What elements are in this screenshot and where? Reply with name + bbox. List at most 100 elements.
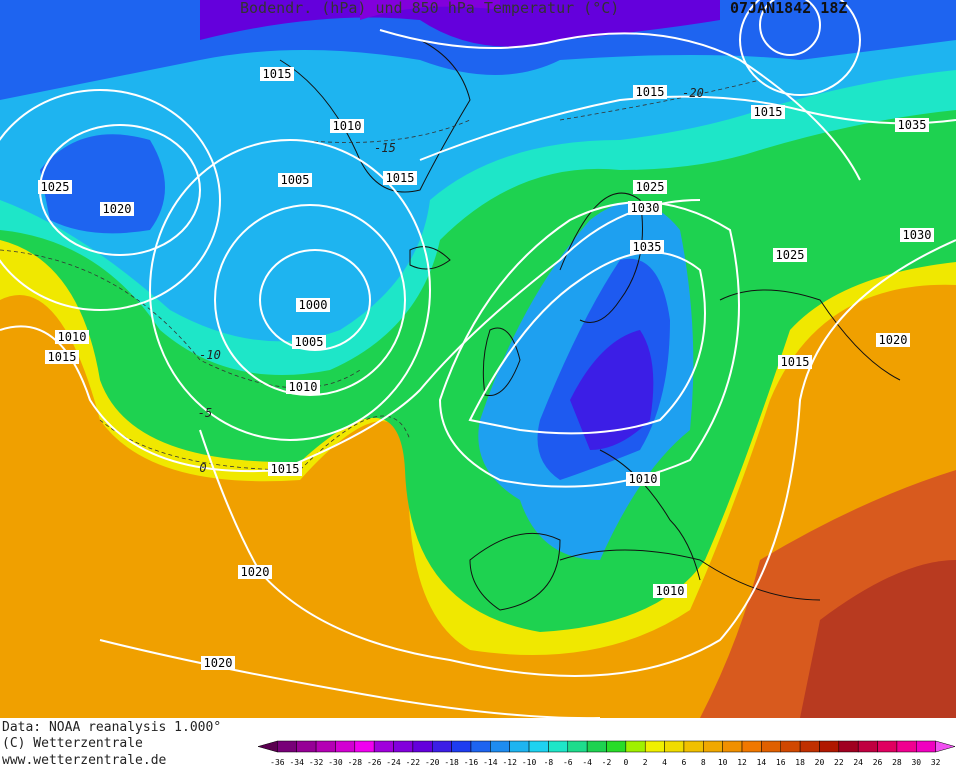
colorbar-label: -8: [544, 758, 554, 767]
colorbar-box: [838, 740, 859, 753]
colorbar-label: 32: [931, 758, 941, 767]
colorbar-label: 8: [701, 758, 706, 767]
colorbar-label: -4: [582, 758, 592, 767]
isobar-label: 1020: [879, 333, 908, 347]
isobar-label: 1015: [48, 350, 77, 364]
isobar-label: 1025: [776, 248, 805, 262]
colorbar-label: -20: [425, 758, 440, 767]
colorbar-box: [703, 740, 723, 753]
isobar-label: 1015: [754, 105, 783, 119]
isobar-label: 1000: [299, 298, 328, 312]
isobar-label-box: [653, 584, 687, 598]
map-title: Bodendr. (hPa) und 850 hPa Temperatur (°…: [240, 0, 619, 17]
colorbar-end: [935, 740, 956, 753]
isobar-label-box: [238, 565, 272, 579]
colorbar-label: -26: [367, 758, 382, 767]
map-date: 07JAN1842 18Z: [730, 0, 847, 17]
colorbar-label: -2: [602, 758, 612, 767]
isobar-label: 1015: [636, 85, 665, 99]
colorbar-box: [412, 740, 433, 753]
colorbar-box: [683, 740, 704, 753]
colorbar-label: -22: [406, 758, 421, 767]
isobar-label: 1025: [636, 180, 665, 194]
colorbar-label: -36: [270, 758, 285, 767]
colorbar-label: 26: [873, 758, 883, 767]
colorbar-box: [354, 740, 375, 753]
isobar-label: 1015: [386, 171, 415, 185]
colorbar-label: 10: [718, 758, 728, 767]
isobar-label-box: [633, 85, 667, 99]
isobar-label-box: [330, 119, 364, 133]
colorbar-box: [896, 740, 917, 753]
temperature-label: -10: [199, 348, 221, 362]
temperature-label: -20: [682, 86, 704, 100]
colorbar-box: [528, 740, 549, 753]
colorbar-label: 16: [776, 758, 786, 767]
colorbar-label: 28: [892, 758, 902, 767]
colorbar-label: 0: [623, 758, 628, 767]
isobar-label-box: [628, 201, 662, 215]
temperature-label: -5: [198, 406, 212, 420]
isobar-label: 1025: [41, 180, 70, 194]
isobar-label: 1020: [204, 656, 233, 670]
isobar-label: 1010: [289, 380, 318, 394]
temperature-contours: [0, 79, 761, 471]
colorbar-label: 30: [911, 758, 921, 767]
isobar-label-box: [633, 180, 667, 194]
isobar-label: 1010: [333, 119, 362, 133]
colorbar-box: [509, 740, 530, 753]
colorbar-box: [470, 740, 491, 753]
colorbar-box: [490, 740, 510, 753]
temperature-label: 0: [199, 461, 206, 475]
isobar-label-box: [278, 173, 312, 187]
colorbar-box: [722, 740, 743, 753]
isobar-label: 1035: [898, 118, 927, 132]
coastlines: [279, 39, 901, 611]
footer-url: www.wetterzentrale.de: [2, 753, 167, 768]
colorbar-label: 4: [662, 758, 667, 767]
colorbar-box: [373, 740, 394, 753]
isobar-label: 1010: [58, 330, 87, 344]
isobar-label: 1030: [631, 201, 660, 215]
map-field: [0, 0, 956, 718]
colorbar-box: [277, 740, 297, 753]
isobar-label-box: [201, 656, 235, 670]
colorbar-label: -14: [483, 758, 498, 767]
colorbar-label: -30: [328, 758, 343, 767]
colorbar-box: [451, 740, 472, 753]
isobar-label: 1005: [281, 173, 310, 187]
colorbar-label: 18: [795, 758, 805, 767]
isobar-label: 1010: [656, 584, 685, 598]
isobar-label-box: [876, 333, 910, 347]
isobar-label-box: [900, 228, 934, 242]
isobar-label-box: [292, 335, 326, 349]
colorbar-box: [916, 740, 936, 753]
isobar-label-box: [38, 180, 72, 194]
isobar-label: 1015: [263, 67, 292, 81]
temperature-label: -15: [374, 141, 396, 155]
colorbar-box: [432, 740, 452, 753]
colorbar-box: [664, 740, 685, 753]
colorbar-box: [567, 740, 588, 753]
colorbar-box: [799, 740, 820, 753]
colorbar-label: -16: [464, 758, 479, 767]
colorbar-label: 14: [757, 758, 767, 767]
isobar-label-box: [630, 240, 664, 254]
colorbar-box: [819, 740, 840, 753]
colorbar-label: -28: [348, 758, 363, 767]
isobar-label: 1035: [633, 240, 662, 254]
isobar-label-box: [268, 462, 302, 476]
colorbar-label: -10: [522, 758, 537, 767]
isobar-label-box: [626, 472, 660, 486]
isobar-label: 1015: [781, 355, 810, 369]
isobar-label: 1020: [241, 565, 270, 579]
isobar-label-box: [778, 355, 812, 369]
colorbar-box: [393, 740, 414, 753]
colorbar-label: 22: [834, 758, 844, 767]
colorbar-label: 2: [643, 758, 648, 767]
isobar-label: 1005: [295, 335, 324, 349]
isobar-label-box: [286, 380, 320, 394]
colorbar-box: [315, 740, 336, 753]
colorbar-label: 20: [815, 758, 825, 767]
